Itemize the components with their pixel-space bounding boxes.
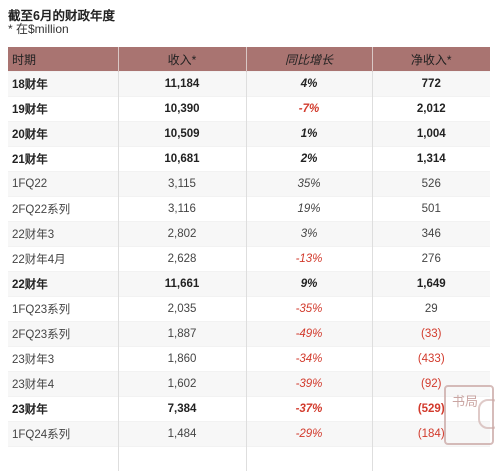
cell-net-income: 772 xyxy=(372,72,490,97)
cell-yoy: 2% xyxy=(246,147,372,172)
cell-revenue: 2,628 xyxy=(118,247,246,272)
cell-yoy: -29% xyxy=(246,422,372,447)
cell-period xyxy=(8,447,118,471)
cell-net-income xyxy=(372,447,490,471)
cell-period: 20财年 xyxy=(8,122,118,147)
cell-net-income: 276 xyxy=(372,247,490,272)
cell-yoy: 9% xyxy=(246,272,372,297)
cell-yoy: -35% xyxy=(246,297,372,322)
cell-net-income: (33) xyxy=(372,322,490,347)
cell-period: 1FQ22 xyxy=(8,172,118,197)
cell-net-income: 1,314 xyxy=(372,147,490,172)
cell-net-income: 1,649 xyxy=(372,272,490,297)
cell-net-income: 346 xyxy=(372,222,490,247)
cell-revenue: 11,184 xyxy=(118,72,246,97)
cell-revenue: 1,484 xyxy=(118,422,246,447)
cell-revenue: 10,681 xyxy=(118,147,246,172)
cell-revenue: 11,661 xyxy=(118,272,246,297)
cell-period: 1FQ24系列 xyxy=(8,422,118,447)
cell-yoy: 4% xyxy=(246,72,372,97)
cell-net-income: 1,004 xyxy=(372,122,490,147)
cell-revenue: 3,116 xyxy=(118,197,246,222)
cell-revenue: 1,860 xyxy=(118,347,246,372)
cell-yoy: -49% xyxy=(246,322,372,347)
cell-yoy xyxy=(246,447,372,471)
cell-yoy: -39% xyxy=(246,372,372,397)
cell-revenue xyxy=(118,447,246,471)
cell-yoy: 19% xyxy=(246,197,372,222)
column-header-yoy: 同比增长 xyxy=(246,47,372,72)
cell-yoy: 3% xyxy=(246,222,372,247)
cell-net-income: 501 xyxy=(372,197,490,222)
cell-period: 1FQ23系列 xyxy=(8,297,118,322)
cell-revenue: 7,384 xyxy=(118,397,246,422)
cell-net-income: 29 xyxy=(372,297,490,322)
column-header-net-income: 净收入* xyxy=(372,47,490,72)
cell-revenue: 2,035 xyxy=(118,297,246,322)
cell-revenue: 2,802 xyxy=(118,222,246,247)
cell-yoy: -13% xyxy=(246,247,372,272)
table-header-row: 时期 收入* 同比增长 净收入* xyxy=(8,47,490,72)
cell-period: 21财年 xyxy=(8,147,118,172)
cell-period: 22财年 xyxy=(8,272,118,297)
cell-net-income: 526 xyxy=(372,172,490,197)
column-header-period: 时期 xyxy=(8,47,118,72)
cell-yoy: 1% xyxy=(246,122,372,147)
table-row xyxy=(8,447,490,471)
watermark-char-1: 书局 xyxy=(452,391,478,410)
cell-period: 23财年4 xyxy=(8,372,118,397)
cell-revenue: 1,602 xyxy=(118,372,246,397)
cell-period: 22财年3 xyxy=(8,222,118,247)
cell-yoy: 35% xyxy=(246,172,372,197)
cell-yoy: -37% xyxy=(246,397,372,422)
cell-revenue: 10,390 xyxy=(118,97,246,122)
cell-revenue: 1,887 xyxy=(118,322,246,347)
watermark-ring xyxy=(478,399,495,429)
cell-period: 18财年 xyxy=(8,72,118,97)
cell-revenue: 10,509 xyxy=(118,122,246,147)
cell-net-income: (433) xyxy=(372,347,490,372)
cell-period: 2FQ22系列 xyxy=(8,197,118,222)
cell-period: 22财年4月 xyxy=(8,247,118,272)
cell-net-income: 2,012 xyxy=(372,97,490,122)
cell-period: 23财年3 xyxy=(8,347,118,372)
cell-revenue: 3,115 xyxy=(118,172,246,197)
cell-period: 2FQ23系列 xyxy=(8,322,118,347)
units-note: * 在$million xyxy=(8,20,69,37)
cell-period: 19财年 xyxy=(8,97,118,122)
cell-yoy: -7% xyxy=(246,97,372,122)
cell-yoy: -34% xyxy=(246,347,372,372)
cell-period: 23财年 xyxy=(8,397,118,422)
column-header-revenue: 收入* xyxy=(118,47,246,72)
